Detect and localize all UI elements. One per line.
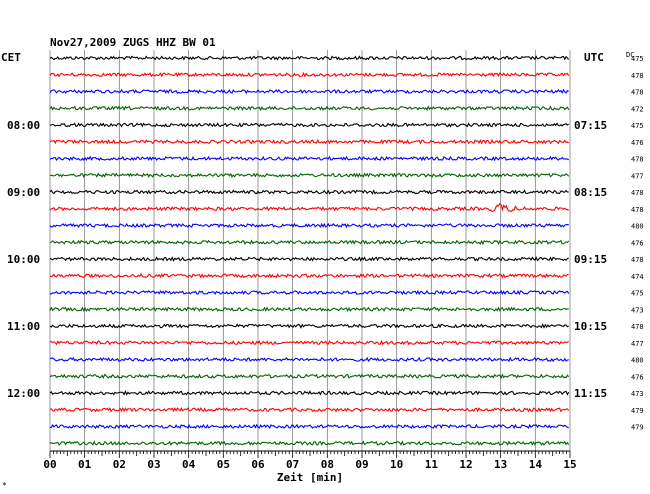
trace-21 [49, 390, 570, 396]
dc-value: 476 [631, 139, 644, 147]
trace-10 [49, 202, 569, 213]
x-tick-label: 05 [217, 458, 230, 471]
x-tick-label: 14 [529, 458, 543, 471]
x-axis: 00 01 02 03 04 05 06 07 08 09 10 11 12 13 14 15 [43, 450, 577, 471]
dc-value: 478 [631, 156, 644, 164]
dc-value: 478 [631, 256, 644, 264]
cet-hour-label: 09:00 [7, 186, 40, 199]
trace-22 [49, 406, 570, 413]
trace-20 [49, 373, 570, 380]
trace-24 [49, 440, 570, 446]
dc-value: 478 [631, 206, 644, 214]
x-tick-label: 00 [43, 458, 56, 471]
trace-15 [49, 289, 570, 296]
cet-hour-label: 12:00 [7, 387, 40, 400]
dc-value: 475 [631, 55, 644, 63]
dc-value: 479 [631, 424, 644, 432]
trace-7 [49, 155, 569, 162]
trace-12 [49, 239, 570, 246]
hour-label-group: 08:00 09:00 10:00 11:00 12:00 07:15 08:15 09:15… [7, 119, 607, 400]
cet-hour-label: 10:00 [7, 253, 40, 266]
x-tick-label: 15 [563, 458, 576, 471]
dc-value: 478 [631, 89, 644, 97]
dc-value: 475 [631, 290, 644, 298]
x-axis-label: Zeit [min] [277, 471, 343, 484]
utc-hour-label: 11:15 [574, 387, 607, 400]
trace-11 [49, 222, 569, 229]
dc-value: 475 [631, 122, 644, 130]
trace-8 [49, 172, 570, 179]
dc-value: 472 [631, 105, 644, 113]
dc-value: 478 [631, 323, 644, 331]
left-timezone-label: CET [1, 51, 21, 64]
dc-value: 477 [631, 340, 644, 348]
dc-value: 480 [631, 223, 644, 231]
x-tick-label: 09 [355, 458, 368, 471]
x-tick-label: 13 [494, 458, 507, 471]
x-tick-label: 02 [113, 458, 126, 471]
x-tick-label: 04 [182, 458, 196, 471]
trace-group [49, 55, 570, 446]
trace-19 [49, 356, 569, 363]
dc-value: 478 [631, 72, 644, 80]
x-tick-label: 06 [251, 458, 265, 471]
utc-hour-label: 08:15 [574, 186, 607, 199]
trace-3 [49, 88, 569, 95]
x-tick-label: 03 [147, 458, 160, 471]
trace-9 [49, 189, 569, 195]
dc-value: 476 [631, 239, 644, 247]
dc-value: 477 [631, 172, 644, 180]
utc-hour-label: 09:15 [574, 253, 607, 266]
trace-1 [49, 55, 570, 61]
trace-4 [49, 105, 570, 112]
trace-17 [49, 323, 569, 329]
cet-hour-label: 08:00 [7, 119, 40, 132]
trace-18 [49, 339, 570, 346]
x-tick-label: 10 [390, 458, 403, 471]
dc-value: 473 [631, 306, 644, 314]
cet-hour-label: 11:00 [7, 320, 40, 333]
dc-column-header: DC [626, 51, 634, 59]
right-timezone-label: UTC [584, 51, 604, 64]
dc-value: 479 [631, 407, 644, 415]
trace-16 [49, 306, 569, 313]
chart-title: Nov27,2009 ZUGS HHZ BW 01 [50, 36, 216, 49]
trace-6 [49, 138, 570, 145]
trace-23 [49, 423, 569, 430]
trace-2 [49, 71, 570, 78]
trace-13 [49, 256, 569, 262]
trace-5 [49, 122, 570, 128]
dc-value: 476 [631, 373, 644, 381]
x-tick-label: 07 [286, 458, 299, 471]
trace-14 [49, 273, 569, 279]
utc-hour-label: 10:15 [574, 320, 607, 333]
corner-mark: * [2, 481, 7, 490]
dc-value: 480 [631, 357, 644, 365]
minute-gridlines [49, 50, 571, 451]
x-tick-label: 01 [78, 458, 92, 471]
x-tick-label: 08 [321, 458, 334, 471]
utc-hour-label: 07:15 [574, 119, 607, 132]
x-tick-label: 12 [459, 458, 472, 471]
dc-value: 474 [631, 273, 644, 281]
x-tick-label: 11 [425, 458, 439, 471]
dc-value-group: 475 478 478 472 475 476 478 477 478 478 480 476 478 4… [631, 55, 644, 432]
dc-value: 473 [631, 390, 644, 398]
dc-value: 478 [631, 189, 644, 197]
